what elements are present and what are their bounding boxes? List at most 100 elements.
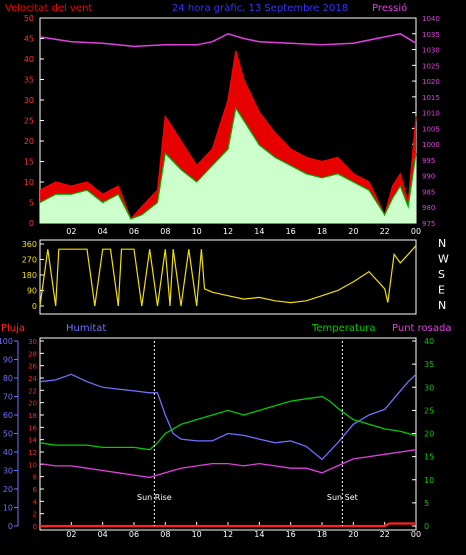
compass-label: N xyxy=(438,299,446,312)
temperature-tick-label: 0 xyxy=(424,522,429,531)
humidity-tick-label: 20 xyxy=(3,485,13,494)
temperature-tick-label: 25 xyxy=(424,406,434,415)
pressure-tick-label: 1000 xyxy=(422,141,440,149)
pressure-title: Pressió xyxy=(372,2,407,14)
temperature-tick-label: 20 xyxy=(424,430,434,439)
compass-label: E xyxy=(438,284,445,297)
rain-tick-label: 28 xyxy=(28,350,37,358)
humidity-tick-label: 60 xyxy=(3,411,13,420)
x-tick-label: 08 xyxy=(160,227,170,236)
temperature-legend: Temperatura xyxy=(311,323,376,334)
x-tick-label: 12 xyxy=(223,227,233,236)
rain-tick-label: 8 xyxy=(33,474,37,482)
rain-tick-label: 16 xyxy=(28,424,37,432)
humidity-tick-label: 50 xyxy=(3,430,13,439)
humidity-legend: Humitat xyxy=(66,323,106,334)
pressure-tick-label: 1035 xyxy=(422,31,440,39)
pressure-tick-label: 1020 xyxy=(422,78,440,86)
rain-tick-label: 10 xyxy=(28,461,37,469)
pressure-tick-label: 995 xyxy=(422,157,435,165)
x-tick-label: 14 xyxy=(254,530,264,539)
rain-tick-label: 0 xyxy=(33,523,37,531)
temperature-tick-label: 30 xyxy=(424,383,434,392)
rain-tick-label: 20 xyxy=(28,400,37,408)
x-tick-label: 20 xyxy=(348,227,358,236)
wind-direction-line xyxy=(39,245,417,307)
wind-speed-title: Velocitat del vent xyxy=(5,3,92,14)
humidity-tick-label: 0 xyxy=(8,522,13,531)
pressure-tick-label: 1005 xyxy=(422,125,440,133)
temperature-line xyxy=(39,395,417,451)
x-tick-label: 10 xyxy=(192,530,202,539)
humidity-tick-label: 70 xyxy=(3,393,13,402)
rain-tick-label: 2 xyxy=(33,511,37,519)
graph-date-title: 24 hora gràfic, 13 Septembre 2018 xyxy=(172,2,348,14)
compass-label: N xyxy=(438,237,446,250)
humidity-line xyxy=(39,373,417,461)
direction-tick-label: 360 xyxy=(22,240,37,249)
x-tick-label: 04 xyxy=(98,530,108,539)
pressure-tick-label: 1040 xyxy=(422,15,440,23)
wind-y-tick-label: 35 xyxy=(24,76,34,85)
compass-label: S xyxy=(438,268,445,281)
wind-y-tick-label: 15 xyxy=(24,158,34,167)
dewpoint-legend: Punt rosada xyxy=(392,323,451,334)
rain-tick-label: 30 xyxy=(28,338,37,346)
wind-plot: 0510152025303540455097598098599099510001… xyxy=(24,14,440,236)
pressure-line xyxy=(39,32,417,48)
humidity-tick-label: 100 xyxy=(0,337,13,346)
wind-y-tick-label: 5 xyxy=(29,199,34,208)
pressure-tick-label: 990 xyxy=(422,173,435,181)
humidity-tick-label: 80 xyxy=(3,374,13,383)
sunset-label: Sun Set xyxy=(327,493,358,502)
humidity-tick-label: 30 xyxy=(3,467,13,476)
rain-tick-label: 18 xyxy=(28,412,37,420)
humidity-tick-label: 10 xyxy=(3,504,13,513)
rain-tick-label: 12 xyxy=(28,449,37,457)
humidity-tick-label: 40 xyxy=(3,448,13,457)
pressure-tick-label: 1030 xyxy=(422,47,440,55)
x-tick-label: 00 xyxy=(411,227,421,236)
wind-y-tick-label: 40 xyxy=(24,55,34,64)
x-tick-label: 16 xyxy=(286,530,296,539)
x-tick-label: 02 xyxy=(66,530,76,539)
pressure-tick-label: 975 xyxy=(422,220,435,228)
x-tick-label: 18 xyxy=(317,227,327,236)
x-tick-label: 02 xyxy=(66,227,76,236)
direction-tick-label: 0 xyxy=(32,302,37,311)
x-tick-label: 22 xyxy=(380,227,390,236)
x-tick-label: 14 xyxy=(254,227,264,236)
temperature-tick-label: 10 xyxy=(424,476,434,485)
x-tick-label: 08 xyxy=(160,530,170,539)
temperature-tick-label: 15 xyxy=(424,453,434,462)
direction-panel-frame xyxy=(39,239,417,315)
direction-tick-label: 90 xyxy=(27,287,37,296)
humidity-tick-label: 90 xyxy=(3,356,13,365)
x-tick-label: 00 xyxy=(411,530,421,539)
x-tick-label: 20 xyxy=(348,530,358,539)
temperature-tick-label: 35 xyxy=(424,360,434,369)
compass-label: W xyxy=(438,253,449,266)
rain-line xyxy=(40,522,416,528)
dewpoint-line xyxy=(39,449,417,479)
x-tick-label: 18 xyxy=(317,530,327,539)
wind-average-line xyxy=(39,106,417,220)
sunrise-label: Sun Rise xyxy=(137,493,172,502)
x-tick-label: 12 xyxy=(223,530,233,539)
direction-tick-label: 180 xyxy=(22,271,37,280)
pressure-tick-label: 1025 xyxy=(422,62,440,70)
direction-tick-label: 270 xyxy=(22,256,37,265)
wind-y-tick-label: 50 xyxy=(24,14,34,23)
temperature-tick-label: 5 xyxy=(424,499,429,508)
pressure-tick-label: 1010 xyxy=(422,110,440,118)
wind-y-tick-label: 25 xyxy=(24,117,34,126)
rain-tick-label: 26 xyxy=(28,363,37,371)
x-tick-label: 06 xyxy=(129,530,139,539)
wind-gust-line xyxy=(39,50,417,221)
rain-tick-label: 24 xyxy=(28,375,37,383)
x-tick-label: 06 xyxy=(129,227,139,236)
rain-tick-label: 14 xyxy=(28,437,37,445)
x-tick-label: 04 xyxy=(98,227,108,236)
wind-y-tick-label: 10 xyxy=(24,178,34,187)
